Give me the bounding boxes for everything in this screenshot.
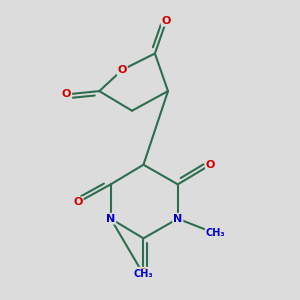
Text: O: O — [206, 160, 215, 170]
Text: CH₃: CH₃ — [134, 269, 153, 279]
Text: O: O — [62, 89, 71, 99]
Text: CH₃: CH₃ — [206, 228, 225, 239]
Text: O: O — [139, 268, 148, 278]
Text: N: N — [106, 214, 116, 224]
Text: O: O — [162, 16, 171, 26]
Text: O: O — [118, 65, 127, 75]
Text: O: O — [73, 197, 83, 207]
Text: N: N — [173, 214, 182, 224]
